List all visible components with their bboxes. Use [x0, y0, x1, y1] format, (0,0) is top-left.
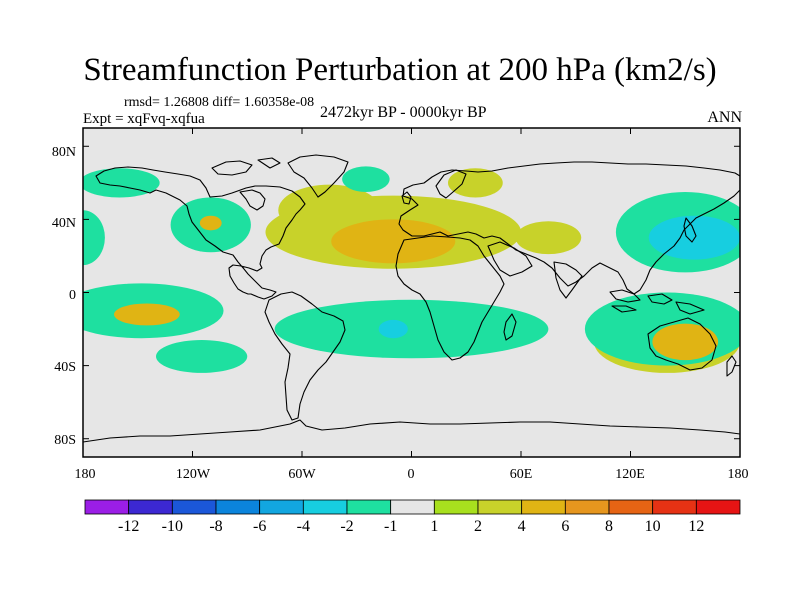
colorbar-label: 10 [644, 518, 661, 535]
colorbar-label: 12 [688, 518, 705, 535]
anomaly-north-america-high-core [199, 215, 222, 231]
coastline-india [553, 261, 583, 299]
colorbar-swatch-7 [390, 499, 435, 515]
anomaly-central-asia-high [515, 221, 582, 255]
plot-title: Streamfunction Perturbation at 200 hPa (… [83, 52, 717, 88]
experiment-label: Expt = xqFvq-xqfua [83, 111, 205, 127]
lat-tick-0: 0 [69, 288, 76, 303]
coastline-south-america [264, 291, 346, 421]
coastline-arctic-islands [211, 157, 281, 176]
anomaly-south-atlantic-low [274, 299, 549, 359]
colorbar-swatch-12 [608, 499, 654, 515]
anomaly-north-atlantic-extension [278, 184, 381, 236]
coastline-maritime-continent [609, 289, 705, 315]
colorbar-swatch-14 [695, 499, 741, 515]
colorbar-swatch-8 [433, 499, 479, 515]
colorbar-label: 8 [605, 518, 613, 535]
colorbar-label: -12 [117, 518, 140, 535]
anomaly-sahara-core [331, 219, 456, 264]
colorbar-label: -4 [296, 518, 310, 535]
coastline-greenland [287, 154, 349, 198]
colorbar-label: -2 [340, 518, 354, 535]
rmsd-diff-stats: rmsd= 1.26808 diff= 1.60358e-08 [124, 95, 315, 110]
colorbar-label: -8 [209, 518, 223, 535]
anomaly-australia-high-core [652, 323, 719, 361]
lat-tick-80n: 80N [51, 145, 76, 160]
lon-tick-120w: 120W [175, 467, 211, 482]
colorbar-swatch-11 [564, 499, 610, 515]
colorbar-swatch-1 [128, 499, 173, 515]
colorbar-swatch-4 [259, 499, 304, 515]
lon-tick-120e: 120E [615, 467, 645, 482]
coastline-arabia [487, 241, 533, 277]
lon-tick-180e: 180 [727, 467, 749, 482]
coastline-japan [683, 217, 697, 243]
coastline-hudson-bay [239, 189, 266, 211]
coastline-africa [395, 235, 505, 361]
colorbar-swatch-2 [171, 499, 217, 515]
colorbar-swatch-0 [84, 499, 130, 515]
colorbar-label: 2 [474, 518, 482, 535]
season-label: ANN [707, 109, 742, 126]
colorbar-swatch-9 [477, 499, 523, 515]
colorbar-swatch-10 [521, 499, 566, 515]
anomaly-scandinavia-high [448, 168, 503, 198]
colorbar-label: 6 [561, 518, 570, 535]
lon-tick-0: 0 [407, 467, 415, 482]
colorbar-swatch-5 [302, 499, 348, 515]
colorbar-swatch-6 [346, 499, 392, 515]
lat-tick-80s: 80S [54, 433, 76, 448]
coastline-antarctica [83, 419, 740, 443]
coastline-britain [401, 191, 412, 205]
colorbar-swatch-13 [652, 499, 697, 515]
lon-tick-60e: 60E [509, 467, 533, 482]
period-label: 2472kyr BP - 0000kyr BP [320, 104, 487, 121]
coastline-australia [647, 317, 717, 371]
anomaly-east-pacific-low [83, 210, 105, 266]
colorbar-label: -1 [383, 518, 398, 535]
colorbar-label: -10 [161, 518, 183, 535]
lon-tick-180w: 180 [74, 467, 96, 482]
coastline-north-america [95, 166, 306, 300]
anomaly-south-pacific-high-core [114, 303, 180, 326]
coastline-new-zealand [726, 355, 737, 377]
lat-tick-40n: 40N [51, 216, 76, 231]
coastline-scandinavia [435, 169, 467, 199]
lon-tick-60w: 60W [288, 467, 316, 482]
anomaly-greenland-low [342, 166, 390, 192]
colorbar-swatch-3 [215, 499, 261, 515]
anomaly-south-pacific-low-2 [156, 340, 248, 373]
colorbar-label: -6 [252, 518, 267, 535]
axis-ticks [82, 128, 741, 457]
coastline-madagascar [503, 313, 517, 341]
colorbar-label: 4 [517, 518, 526, 535]
anomaly-south-atlantic-low-core [378, 319, 408, 339]
lat-tick-40s: 40S [54, 360, 76, 375]
colorbar-label: 1 [430, 518, 439, 535]
coastline-layer [83, 154, 740, 443]
contour-fill-layer [83, 166, 740, 373]
